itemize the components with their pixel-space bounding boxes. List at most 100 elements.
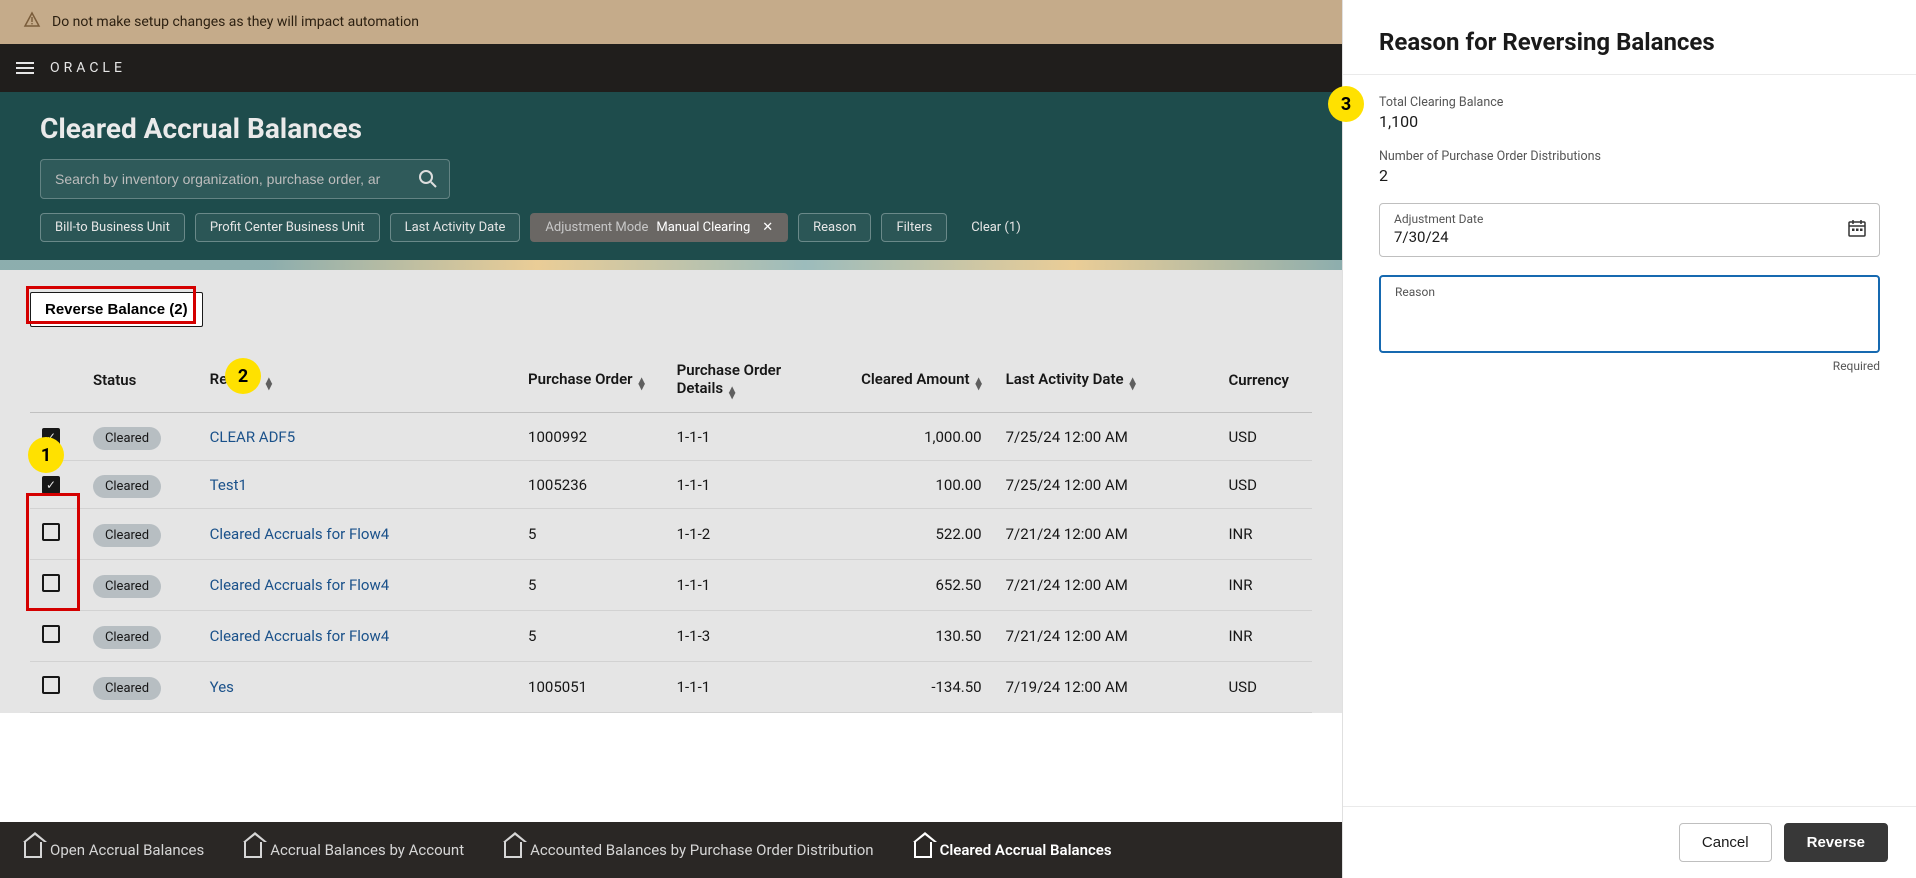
row-checkbox[interactable]	[42, 574, 60, 592]
field-label: Total Clearing Balance	[1379, 95, 1880, 110]
nav-label: Accounted Balances by Purchase Order Dis…	[530, 841, 873, 859]
warning-triangle-icon	[24, 12, 40, 32]
col-po-details[interactable]: Purchase Order Details▴▾	[665, 347, 835, 413]
cleared-amount-cell[interactable]: -134.50	[834, 662, 993, 713]
col-cleared-amount[interactable]: Cleared Amount▴▾	[834, 347, 993, 413]
table-row: ClearedCleared Accruals for Flow451-1-31…	[30, 611, 1312, 662]
row-checkbox[interactable]	[42, 476, 60, 494]
table-row: ClearedYes10050511-1-1-134.507/19/24 12:…	[30, 662, 1312, 713]
po-cell: 1005051	[516, 662, 665, 713]
po-details-cell: 1-1-1	[665, 413, 835, 461]
status-badge: Cleared	[93, 427, 161, 450]
reason-link[interactable]: Cleared Accruals for Flow4	[210, 627, 389, 645]
last-activity-cell: 7/21/24 12:00 AM	[994, 509, 1217, 560]
nav-accrual-by-account[interactable]: Accrual Balances by Account	[244, 841, 464, 859]
nav-label: Accrual Balances by Account	[270, 841, 464, 859]
sort-icon[interactable]: ▴▾	[266, 377, 272, 389]
total-clearing-balance-field: Total Clearing Balance 1,100	[1379, 95, 1880, 131]
filter-chip-row: Bill-to Business Unit Profit Center Busi…	[40, 213, 1302, 242]
currency-cell: INR	[1216, 611, 1312, 662]
sort-icon[interactable]: ▴▾	[729, 386, 735, 398]
po-details-cell: 1-1-1	[665, 461, 835, 509]
currency-cell: USD	[1216, 461, 1312, 509]
home-icon	[914, 842, 932, 858]
last-activity-cell: 7/21/24 12:00 AM	[994, 560, 1217, 611]
po-cell: 1000992	[516, 413, 665, 461]
sort-icon[interactable]: ▴▾	[1130, 377, 1136, 389]
nav-label: Open Accrual Balances	[50, 841, 204, 859]
cleared-amount-cell[interactable]: 522.00	[834, 509, 993, 560]
currency-cell: INR	[1216, 509, 1312, 560]
table-row: ClearedTest110052361-1-1100.007/25/24 12…	[30, 461, 1312, 509]
page-title: Cleared Accrual Balances	[40, 112, 1302, 145]
col-po[interactable]: Purchase Order▴▾	[516, 347, 665, 413]
col-currency[interactable]: Currency	[1216, 347, 1312, 413]
field-value: 7/30/24	[1394, 228, 1865, 246]
home-icon	[244, 842, 262, 858]
bottom-nav: Open Accrual Balances Accrual Balances b…	[0, 822, 1342, 878]
status-badge: Cleared	[93, 475, 161, 498]
row-checkbox[interactable]	[42, 523, 60, 541]
search-input[interactable]	[40, 159, 450, 199]
reason-field[interactable]: Reason	[1379, 275, 1880, 353]
chip-reason[interactable]: Reason	[798, 213, 871, 242]
cleared-amount-cell[interactable]: 1,000.00	[834, 413, 993, 461]
reason-link[interactable]: CLEAR ADF5	[210, 428, 295, 446]
currency-cell: USD	[1216, 662, 1312, 713]
row-checkbox[interactable]	[42, 625, 60, 643]
last-activity-cell: 7/19/24 12:00 AM	[994, 662, 1217, 713]
cancel-button[interactable]: Cancel	[1679, 823, 1772, 862]
nav-open-accrual-balances[interactable]: Open Accrual Balances	[24, 841, 204, 859]
po-cell: 1005236	[516, 461, 665, 509]
reason-link[interactable]: Test1	[210, 476, 247, 494]
field-label: Number of Purchase Order Distributions	[1379, 149, 1880, 164]
last-activity-cell: 7/25/24 12:00 AM	[994, 413, 1217, 461]
col-last-activity[interactable]: Last Activity Date▴▾	[994, 347, 1217, 413]
po-cell: 5	[516, 509, 665, 560]
reverse-button[interactable]: Reverse	[1784, 823, 1888, 862]
home-icon	[24, 842, 42, 858]
reverse-balance-button[interactable]: Reverse Balance (2)	[30, 292, 203, 327]
annotation-3: 3	[1328, 86, 1364, 122]
calendar-icon[interactable]	[1847, 218, 1867, 242]
row-checkbox[interactable]	[42, 676, 60, 694]
clear-filters-link[interactable]: Clear (1)	[957, 214, 1035, 241]
status-badge: Cleared	[93, 677, 161, 700]
last-activity-cell: 7/21/24 12:00 AM	[994, 611, 1217, 662]
cleared-amount-cell[interactable]: 652.50	[834, 560, 993, 611]
chip-adjustment-mode[interactable]: Adjustment Mode Manual Clearing ✕	[530, 213, 788, 242]
po-cell: 5	[516, 560, 665, 611]
chip-bill-to-bu[interactable]: Bill-to Business Unit	[40, 213, 185, 242]
nav-accounted-by-po-dist[interactable]: Accounted Balances by Purchase Order Dis…	[504, 841, 873, 859]
nav-label: Cleared Accrual Balances	[940, 841, 1112, 859]
cleared-amount-cell[interactable]: 100.00	[834, 461, 993, 509]
cleared-amount-cell[interactable]: 130.50	[834, 611, 993, 662]
reverse-reason-panel: Reason for Reversing Balances Total Clea…	[1342, 0, 1916, 878]
page-header: Cleared Accrual Balances Bill-to Busines…	[0, 92, 1342, 260]
reason-link[interactable]: Yes	[210, 678, 234, 696]
chip-last-activity-date[interactable]: Last Activity Date	[390, 213, 521, 242]
annotation-2: 2	[225, 358, 261, 394]
po-cell: 5	[516, 611, 665, 662]
field-label: Adjustment Date	[1394, 212, 1865, 226]
hamburger-menu-icon[interactable]	[16, 62, 34, 74]
chip-filters[interactable]: Filters	[881, 213, 947, 242]
field-value: 2	[1379, 166, 1880, 185]
search-icon[interactable]	[418, 169, 438, 193]
sort-icon[interactable]: ▴▾	[976, 377, 982, 389]
table-row: ClearedCleared Accruals for Flow451-1-25…	[30, 509, 1312, 560]
col-status[interactable]: Status	[81, 347, 198, 413]
reason-link[interactable]: Cleared Accruals for Flow4	[210, 525, 389, 543]
currency-cell: USD	[1216, 413, 1312, 461]
sort-icon[interactable]: ▴▾	[639, 377, 645, 389]
chip-profit-center-bu[interactable]: Profit Center Business Unit	[195, 213, 380, 242]
adjustment-date-field[interactable]: Adjustment Date 7/30/24	[1379, 203, 1880, 257]
reason-link[interactable]: Cleared Accruals for Flow4	[210, 576, 389, 594]
status-badge: Cleared	[93, 626, 161, 649]
nav-cleared-accrual-balances[interactable]: Cleared Accrual Balances	[914, 841, 1112, 859]
home-icon	[504, 842, 522, 858]
decorative-strip	[0, 260, 1342, 270]
col-checkbox	[30, 347, 81, 413]
currency-cell: INR	[1216, 560, 1312, 611]
close-icon[interactable]: ✕	[762, 220, 773, 235]
